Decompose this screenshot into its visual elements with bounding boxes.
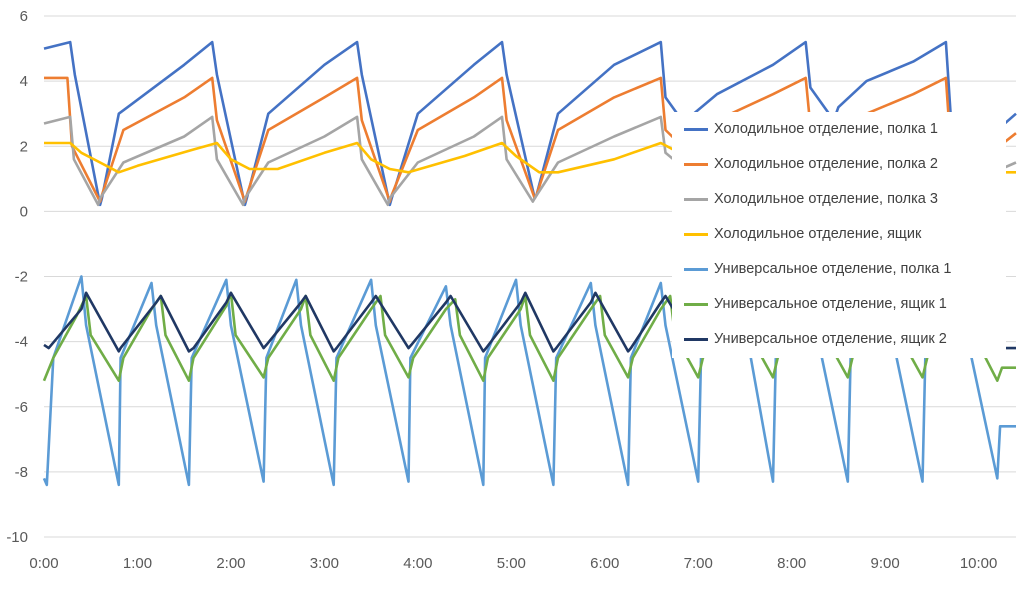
x-tick-label: 9:00 [871,555,900,572]
x-tick-label: 2:00 [216,555,245,572]
x-tick-label: 6:00 [590,555,619,572]
legend-item: Универсальное отделение, ящик 2 [684,329,947,349]
legend-item: Универсальное отделение, полка 1 [684,259,951,279]
legend-label: Холодильное отделение, полка 3 [714,191,938,207]
y-tick-label: 6 [20,8,28,25]
series-line [42,275,1016,487]
legend-label: Холодильное отделение, ящик [714,226,922,242]
legend-item: Холодильное отделение, полка 3 [684,189,938,209]
y-tick-label: 0 [20,203,28,220]
legend-swatch [684,267,708,271]
legend-swatch [684,197,708,201]
x-tick-label: 3:00 [310,555,339,572]
legend-label: Холодильное отделение, полка 1 [714,121,938,137]
y-tick-label: -4 [15,334,28,351]
y-tick-label: -6 [15,399,28,416]
legend-swatch [684,337,708,341]
x-tick-label: 7:00 [684,555,713,572]
series-line [43,40,1017,207]
x-tick-label: 4:00 [403,555,432,572]
legend-swatch [684,162,708,166]
legend: Холодильное отделение, полка 1 Холодильн… [672,112,1006,358]
x-tick-label: 10:00 [960,555,998,572]
legend-item: Холодильное отделение, полка 2 [684,154,938,174]
y-tick-label: 4 [20,73,28,90]
x-axis-ticks: 0:00 1:00 2:00 3:00 4:00 5:00 6:00 7:00 8:00 9:00… [29,555,997,572]
y-tick-label: -8 [15,464,28,481]
y-tick-label: -2 [15,269,28,286]
legend-item: Универсальное отделение, ящик 1 [684,294,947,314]
legend-label: Универсальное отделение, ящик 2 [714,331,947,347]
x-tick-label: 1:00 [123,555,152,572]
x-tick-label: 5:00 [497,555,526,572]
legend-swatch [684,232,708,236]
legend-label: Холодильное отделение, полка 2 [714,156,938,172]
legend-swatch [684,302,708,306]
y-axis-ticks: -10 -8 -6 -4 -2 0 2 4 6 [6,8,28,546]
legend-label: Универсальное отделение, полка 1 [714,261,952,277]
y-tick-label: 2 [20,138,28,155]
legend-item: Холодильное отделение, ящик [684,224,921,244]
legend-swatch [684,127,708,131]
legend-item: Холодильное отделение, полка 1 [684,119,938,139]
y-tick-label: -10 [6,529,28,546]
series-line [42,291,1016,383]
x-tick-label: 8:00 [777,555,806,572]
legend-label: Универсальное отделение, ящик 1 [714,296,947,312]
x-tick-label: 0:00 [29,555,58,572]
